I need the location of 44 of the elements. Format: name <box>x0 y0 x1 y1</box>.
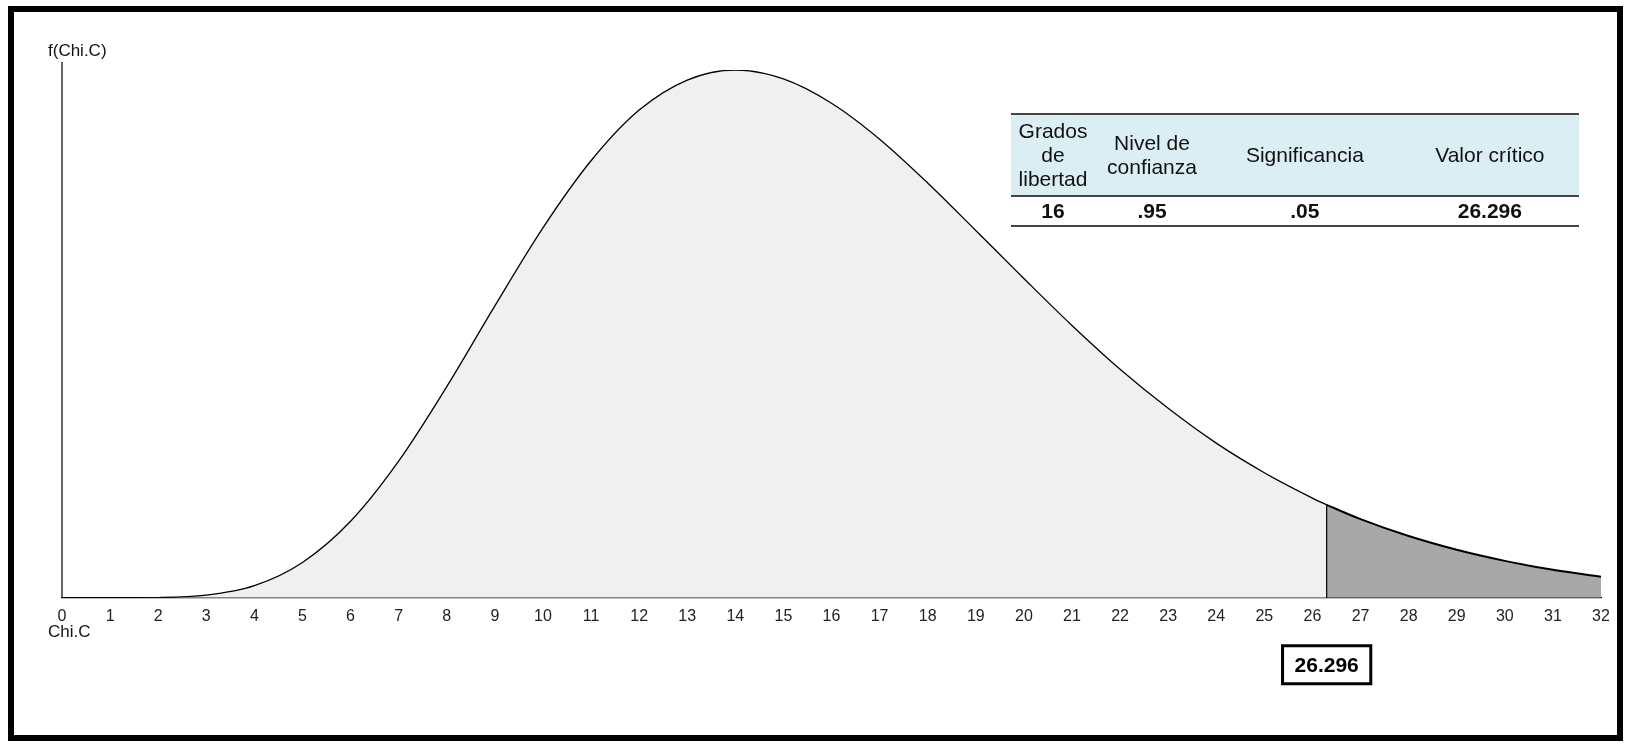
x-tick-label: 2 <box>153 606 163 624</box>
x-tick-label: 12 <box>630 606 649 624</box>
x-tick-label: 9 <box>490 606 500 624</box>
x-tick-label: 19 <box>966 606 985 624</box>
x-tick-label: 27 <box>1351 606 1370 624</box>
x-tick-label: 26 <box>1303 606 1322 624</box>
x-tick-label: 13 <box>678 606 697 624</box>
x-tick-label: 4 <box>249 606 259 624</box>
x-tick-label: 1 <box>105 606 115 624</box>
x-axis-title: Chi.C <box>48 621 91 641</box>
x-tick-label: 3 <box>201 606 211 624</box>
x-tick-label: 18 <box>918 606 937 624</box>
x-tick-label: 30 <box>1495 606 1514 624</box>
x-tick-label: 31 <box>1544 606 1562 624</box>
x-tick-label: 8 <box>442 606 452 624</box>
annotation: Nivel de confianza <box>1095 114 1209 196</box>
annotation: Grados de libertad <box>1011 114 1095 196</box>
annotation: .05 <box>1209 196 1401 226</box>
x-tick-label: 6 <box>346 606 356 624</box>
x-tick-label: 28 <box>1399 606 1418 624</box>
annotation: Valor crítico <box>1400 114 1579 196</box>
annotation: Significancia <box>1209 114 1401 196</box>
x-tick-label: 24 <box>1207 606 1226 624</box>
ref-line-label: 26.296 <box>1294 652 1359 676</box>
x-tick-label: 32 <box>1592 606 1610 624</box>
x-tick-label: 17 <box>870 606 889 624</box>
x-tick-label: 5 <box>298 606 308 624</box>
x-tick-label: 22 <box>1111 606 1130 624</box>
x-tick-label: 10 <box>534 606 552 624</box>
x-tick-label: 21 <box>1063 606 1081 624</box>
x-tick-label: 15 <box>774 606 793 624</box>
x-tick-label: 25 <box>1255 606 1274 624</box>
x-tick-label: 20 <box>1014 606 1033 624</box>
annotation: .95 <box>1095 196 1209 226</box>
x-tick-label: 7 <box>394 606 404 624</box>
x-tick-label: 14 <box>726 606 745 624</box>
annotation: 26.296 <box>1400 196 1579 226</box>
y-axis-title: f(Chi.C) <box>48 41 107 61</box>
x-tick-label: 29 <box>1447 606 1466 624</box>
x-tick-label: 11 <box>582 606 600 624</box>
x-tick-label: 0 <box>57 606 67 624</box>
x-tick-label: 16 <box>822 606 841 624</box>
x-tick-label: 23 <box>1159 606 1178 624</box>
annotation: 16 <box>1011 196 1095 226</box>
